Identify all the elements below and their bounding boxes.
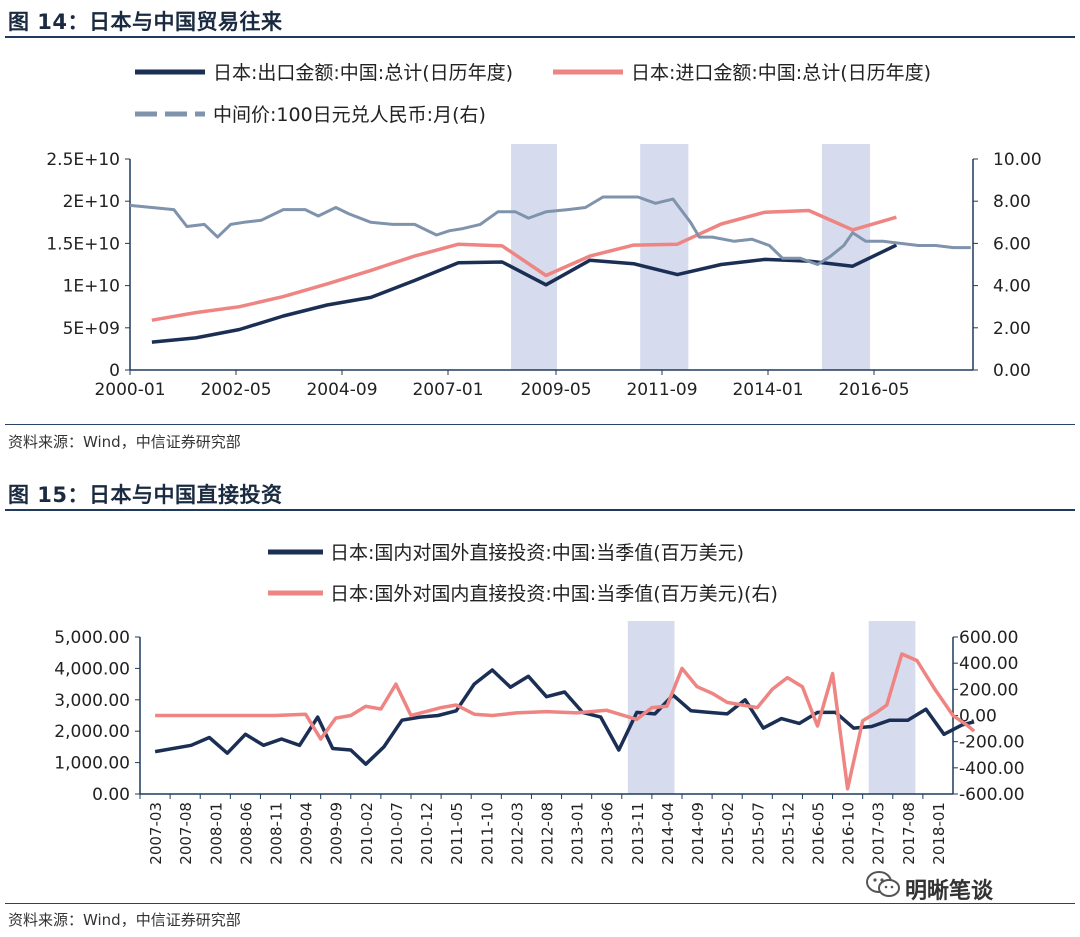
x-tick-label: 2013-01	[569, 802, 587, 865]
shaded-period-1	[640, 144, 689, 370]
x-tick-label: 2012-08	[539, 802, 557, 865]
x-tick-label: 2010-12	[418, 802, 436, 865]
y-right-tick-label: 6.00	[993, 234, 1031, 254]
y-left-tick-label: 5,000.00	[54, 628, 130, 648]
x-tick-label: 2009-04	[298, 802, 316, 865]
x-tick-label: 2007-08	[177, 802, 195, 865]
figure1-source-rule	[5, 424, 1075, 425]
watermark-text: 明晰笔谈	[905, 879, 994, 904]
x-tick-label: 2015-12	[779, 802, 797, 865]
series-line-1	[155, 652, 976, 791]
x-tick-label: 2011-05	[448, 802, 466, 865]
figure2-title: 图 15：日本与中国直接投资	[8, 483, 283, 507]
x-tick-label: 2008-11	[268, 802, 286, 865]
trade-chart: 0 5E+09 1E+10 1.5E+10 2E+10 2.5E+10 0.00 2.00 4.…	[46, 62, 1042, 400]
investment-chart: 0.00 1,000.00 2,000.00 3,000.00 4,000.00 5,00…	[54, 542, 1025, 865]
y-left-tick-label: 0.00	[92, 785, 130, 805]
y-right-tick-label: 0.00	[993, 361, 1031, 381]
x-tick-label: 2013-06	[599, 802, 617, 865]
y-left-tick-label: 2E+10	[63, 192, 120, 212]
x-tick-label: 2008-01	[207, 802, 225, 865]
shaded-period-1	[868, 621, 916, 794]
y-left-tick-label: 0	[109, 361, 120, 381]
x-tick-label: 2010-02	[358, 802, 376, 865]
series-line-0	[154, 668, 975, 766]
x-tick-label: 2011-10	[478, 802, 496, 865]
series-line-1	[151, 208, 897, 322]
figure2-title-rule	[5, 509, 1075, 511]
y-right-tick-label: 8.00	[993, 192, 1031, 212]
legend-label-0: 日本:出口金额:中国:总计(日历年度)	[213, 62, 513, 84]
y-right-tick-label: -200.00	[959, 733, 1025, 753]
y-right-tick-label: 200.00	[959, 680, 1018, 700]
x-tick-label: 2009-05	[520, 380, 591, 400]
y-right-tick-label: 600.00	[959, 628, 1018, 648]
x-tick-label: 2010-07	[388, 802, 406, 865]
x-tick-label: 2014-04	[659, 802, 677, 865]
figure1-source: 资料来源：Wind，中信证券研究部	[8, 433, 241, 451]
y-left-tick-label: 3,000.00	[54, 691, 130, 711]
y-right-tick-label: 10.00	[993, 150, 1042, 170]
y-left-tick-label: 2.5E+10	[46, 150, 120, 170]
x-tick-label: 2017-03	[870, 802, 888, 865]
x-tick-label: 2002-05	[200, 380, 271, 400]
y-left-tick-label: 4,000.00	[54, 659, 130, 679]
figure2-source: 资料来源：Wind，中信证券研究部	[8, 911, 241, 929]
x-tick-label: 2016-05	[838, 380, 909, 400]
x-tick-label: 2016-05	[810, 802, 828, 865]
legend-label-1: 日本:国外对国内直接投资:中国:当季值(百万美元)(右)	[330, 583, 778, 605]
x-tick-label: 2016-10	[840, 802, 858, 865]
y-right-tick-label: 4.00	[993, 277, 1031, 297]
y-right-tick-label: 2.00	[993, 319, 1031, 339]
x-tick-label: 2014-09	[689, 802, 707, 865]
y-left-tick-label: 1.5E+10	[46, 234, 120, 254]
x-tick-label: 2007-01	[412, 380, 483, 400]
y-left-tick-label: 1E+10	[63, 277, 120, 297]
x-tick-label: 2009-09	[328, 802, 346, 865]
x-tick-label: 2017-08	[900, 802, 918, 865]
y-left-tick-label: 5E+09	[63, 319, 120, 339]
y-left-tick-label: 1,000.00	[54, 754, 130, 774]
legend-label-0: 日本:国内对国外直接投资:中国:当季值(百万美元)	[330, 542, 744, 564]
legend-label-1: 日本:进口金额:中国:总计(日历年度)	[631, 62, 931, 84]
x-tick-label: 2000-01	[94, 380, 165, 400]
x-tick-label: 2011-09	[626, 380, 697, 400]
x-tick-label: 2015-02	[719, 802, 737, 865]
figure1-title: 图 14：日本与中国贸易往来	[8, 10, 283, 34]
y-left-tick-label: 2,000.00	[54, 722, 130, 742]
x-tick-label: 2012-03	[508, 802, 526, 865]
legend-label-2: 中间价:100日元兑人民币:月(右)	[213, 104, 486, 126]
x-tick-label: 2008-06	[237, 802, 255, 865]
x-tick-label: 2018-01	[930, 802, 948, 865]
x-tick-label: 2007-03	[147, 802, 165, 865]
y-right-tick-label: -600.00	[959, 785, 1025, 805]
figure2-source-rule	[5, 903, 1075, 904]
series-line-2	[129, 195, 971, 266]
x-tick-label: 2004-09	[306, 380, 377, 400]
x-tick-label: 2013-11	[629, 802, 647, 865]
series-line-0	[151, 243, 898, 344]
figure1-title-rule	[5, 36, 1075, 38]
y-right-tick-label: -400.00	[959, 759, 1025, 779]
x-tick-label: 2015-07	[749, 802, 767, 865]
x-tick-label: 2014-01	[732, 380, 803, 400]
y-right-tick-label: 400.00	[959, 654, 1018, 674]
wechat-icon	[866, 871, 900, 897]
